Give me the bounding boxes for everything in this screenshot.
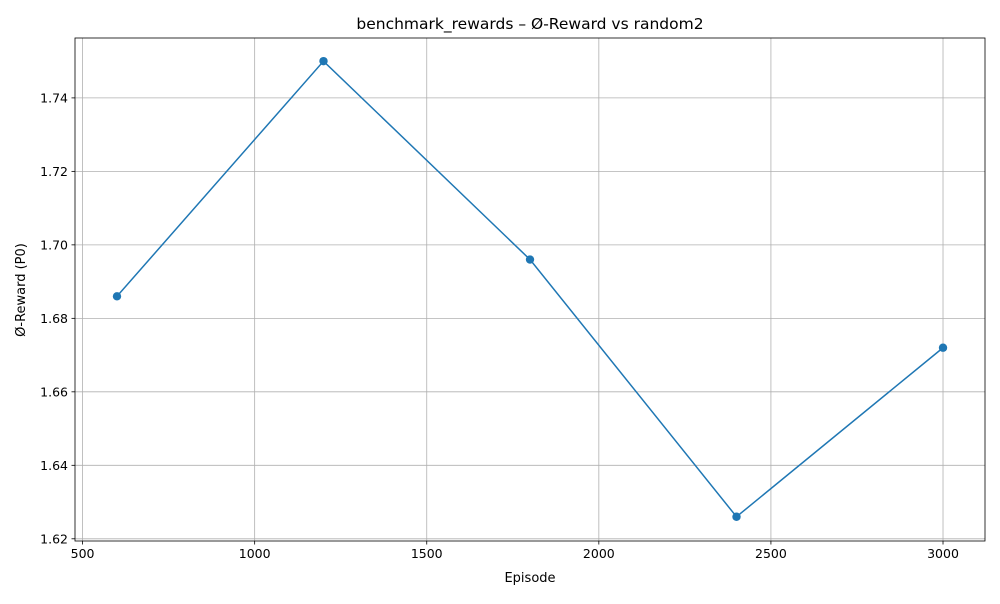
- y-tick-label: 1.68: [40, 311, 68, 326]
- y-tick-label: 1.72: [40, 164, 68, 179]
- chart-title: benchmark_rewards – Ø-Reward vs random2: [356, 15, 703, 34]
- y-tick-label: 1.66: [40, 384, 68, 399]
- x-tick-label: 1500: [411, 546, 443, 561]
- data-point: [938, 343, 948, 352]
- y-axis-label: Ø-Reward (P0): [14, 243, 29, 337]
- x-axis-label: Episode: [504, 571, 555, 586]
- data-point: [732, 512, 741, 521]
- x-tick-label: 2500: [755, 546, 787, 561]
- axes: [74, 37, 986, 542]
- data-point: [525, 255, 535, 264]
- ticks: 500 1000 1500 2000 2500 3000 1.62 1.64 1.66 1.68 1…: [40, 90, 959, 561]
- data-point: [112, 292, 122, 301]
- series: [112, 56, 948, 521]
- plot-frame: [74, 37, 986, 542]
- data-point: [319, 56, 328, 66]
- y-tick-label: 1.64: [40, 458, 68, 473]
- x-tick-label: 2000: [583, 546, 615, 561]
- y-tick-label: 1.70: [40, 237, 68, 252]
- x-tick-label: 500: [71, 546, 95, 561]
- x-tick-label: 3000: [927, 546, 959, 561]
- y-tick-label: 1.74: [40, 90, 68, 105]
- y-tick-label: 1.62: [40, 531, 68, 546]
- x-tick-label: 1000: [239, 546, 271, 561]
